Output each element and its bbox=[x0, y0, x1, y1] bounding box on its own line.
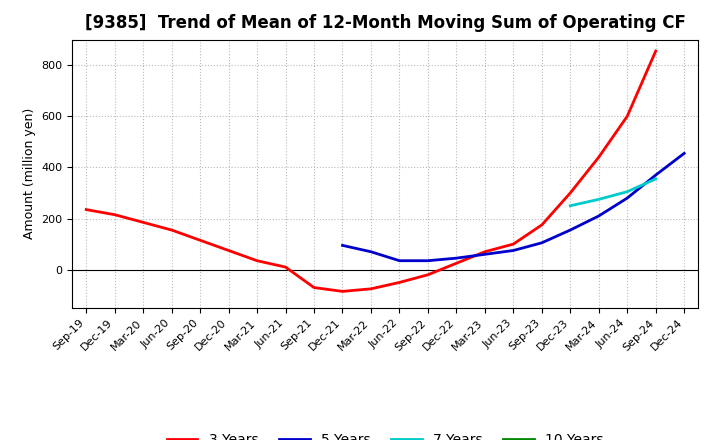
Y-axis label: Amount (million yen): Amount (million yen) bbox=[22, 108, 35, 239]
5 Years bbox=[566, 227, 575, 233]
3 Years bbox=[395, 280, 404, 285]
3 Years bbox=[167, 227, 176, 233]
5 Years bbox=[366, 249, 375, 254]
7 Years bbox=[652, 176, 660, 182]
3 Years bbox=[225, 248, 233, 253]
7 Years bbox=[566, 203, 575, 209]
3 Years bbox=[423, 272, 432, 277]
5 Years bbox=[395, 258, 404, 264]
3 Years bbox=[509, 242, 518, 247]
Line: 7 Years: 7 Years bbox=[570, 179, 656, 206]
5 Years bbox=[509, 248, 518, 253]
3 Years bbox=[452, 260, 461, 266]
7 Years bbox=[623, 189, 631, 194]
7 Years bbox=[595, 197, 603, 202]
5 Years bbox=[623, 195, 631, 201]
3 Years bbox=[196, 238, 204, 243]
5 Years bbox=[423, 258, 432, 264]
3 Years bbox=[623, 114, 631, 119]
3 Years bbox=[253, 258, 261, 264]
3 Years bbox=[652, 48, 660, 54]
3 Years bbox=[82, 207, 91, 212]
5 Years bbox=[480, 252, 489, 257]
3 Years bbox=[139, 220, 148, 225]
3 Years bbox=[537, 222, 546, 227]
3 Years bbox=[480, 249, 489, 254]
Title: [9385]  Trend of Mean of 12-Month Moving Sum of Operating CF: [9385] Trend of Mean of 12-Month Moving … bbox=[85, 15, 685, 33]
3 Years bbox=[282, 264, 290, 270]
Line: 5 Years: 5 Years bbox=[343, 154, 684, 261]
3 Years bbox=[366, 286, 375, 291]
5 Years bbox=[338, 243, 347, 248]
3 Years bbox=[595, 154, 603, 160]
5 Years bbox=[452, 256, 461, 261]
5 Years bbox=[652, 172, 660, 178]
5 Years bbox=[537, 240, 546, 246]
5 Years bbox=[680, 151, 688, 156]
Line: 3 Years: 3 Years bbox=[86, 51, 656, 291]
5 Years bbox=[595, 213, 603, 219]
3 Years bbox=[566, 191, 575, 196]
3 Years bbox=[310, 285, 318, 290]
3 Years bbox=[338, 289, 347, 294]
Legend: 3 Years, 5 Years, 7 Years, 10 Years: 3 Years, 5 Years, 7 Years, 10 Years bbox=[161, 428, 609, 440]
3 Years bbox=[110, 212, 119, 217]
